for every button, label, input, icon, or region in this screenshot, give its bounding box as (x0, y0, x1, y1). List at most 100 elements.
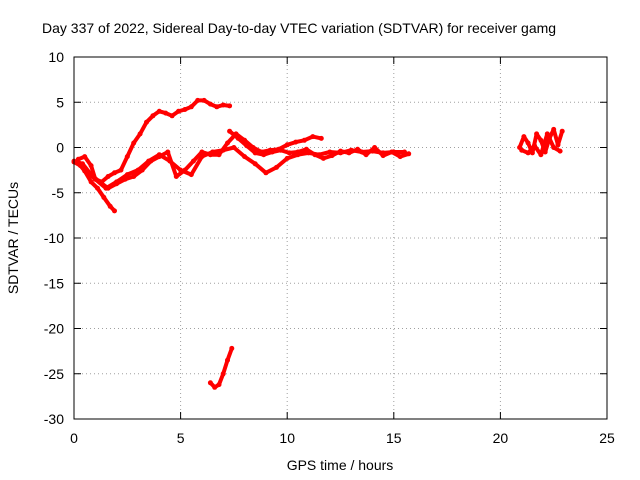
data-point (338, 148, 343, 154)
data-point (178, 167, 184, 173)
data-point (131, 174, 137, 179)
data-point (372, 145, 378, 150)
data-point (242, 154, 248, 160)
data-point (284, 142, 290, 148)
data-point (112, 170, 117, 176)
ticks (73, 56, 608, 420)
y-tick-label: -10 (44, 230, 64, 246)
y-tick-label: 5 (56, 94, 64, 110)
data-point (525, 150, 531, 156)
data-point (312, 152, 318, 158)
data-point (327, 149, 333, 155)
data-point (303, 146, 309, 152)
data-point (190, 158, 196, 164)
data-point (220, 371, 226, 377)
data-point (229, 345, 235, 351)
x-tick-label: 0 (70, 430, 78, 446)
data-point (210, 149, 216, 155)
y-tick-label: -15 (44, 275, 64, 291)
data-point (207, 101, 213, 107)
data-point (557, 148, 563, 154)
data-point (131, 140, 137, 146)
data-point (346, 150, 352, 156)
plot-frame (73, 56, 608, 420)
data-point (188, 104, 194, 110)
data-point (320, 155, 326, 161)
data-point (220, 102, 226, 108)
data-point (551, 145, 557, 150)
data-point (101, 194, 107, 200)
data-point (286, 150, 292, 156)
data-point (534, 131, 540, 137)
series-trace-f (207, 345, 235, 390)
chart-title: Day 337 of 2022, Sidereal Day-to-day VTE… (42, 20, 556, 36)
tick-labels: 0 5 10 15 20 25 -30 -25 -20 -15 -10 -5 0 5 10 (44, 49, 615, 446)
y-tick-label: -30 (44, 411, 64, 427)
data-point (269, 149, 275, 155)
series-line (82, 145, 407, 191)
data-point (112, 208, 117, 214)
data-point (103, 185, 109, 191)
data-point (380, 153, 386, 159)
data-point (124, 154, 130, 160)
data-point (284, 155, 290, 161)
data-point (227, 103, 233, 109)
data-point (88, 179, 94, 185)
data-point (519, 147, 525, 153)
series-trace-h (519, 131, 563, 158)
data-point (114, 179, 120, 185)
data-point (105, 174, 111, 179)
data-point (310, 134, 316, 140)
x-tick-label: 20 (493, 430, 509, 446)
data-point (163, 110, 169, 116)
x-tick-label: 5 (177, 430, 185, 446)
data-point (176, 108, 181, 114)
x-tick-label: 15 (386, 430, 402, 446)
data-point (212, 384, 218, 390)
data-point (521, 134, 527, 140)
data-point (199, 149, 205, 155)
data-point (227, 128, 233, 134)
data-point (201, 97, 207, 103)
data-point (559, 128, 565, 134)
data-point (156, 152, 162, 158)
data-point (214, 104, 220, 110)
data-point (156, 108, 162, 114)
grid (74, 57, 607, 419)
data-point (406, 151, 412, 157)
data-point (82, 154, 88, 160)
data-point (555, 142, 561, 148)
data-point (293, 139, 299, 145)
data-point (355, 146, 361, 152)
data-point (525, 140, 531, 146)
data-point (235, 135, 241, 141)
y-tick-label: 10 (48, 49, 64, 65)
data-point (165, 149, 171, 155)
data-point (252, 161, 258, 167)
data-point (278, 147, 284, 153)
data-point (252, 150, 258, 156)
data-point (551, 126, 557, 132)
y-tick-label: 0 (56, 140, 64, 156)
data-point (173, 174, 179, 179)
y-tick-label: -5 (52, 185, 65, 201)
data-point (182, 107, 188, 112)
data-point (80, 161, 85, 167)
data-point (389, 149, 395, 155)
data-point (207, 380, 213, 386)
data-point (146, 158, 152, 164)
data-point (95, 185, 100, 191)
data-point (150, 113, 156, 119)
data-point (538, 137, 544, 143)
data-point (261, 152, 267, 158)
data-point (82, 167, 88, 173)
data-point (363, 152, 369, 158)
data-point (137, 131, 143, 137)
data-point (244, 143, 250, 149)
data-point (225, 140, 230, 146)
series-line (227, 129, 411, 161)
x-tick-label: 10 (279, 430, 295, 446)
data-point (274, 164, 279, 170)
data-point (538, 152, 544, 158)
data-point (544, 131, 550, 137)
